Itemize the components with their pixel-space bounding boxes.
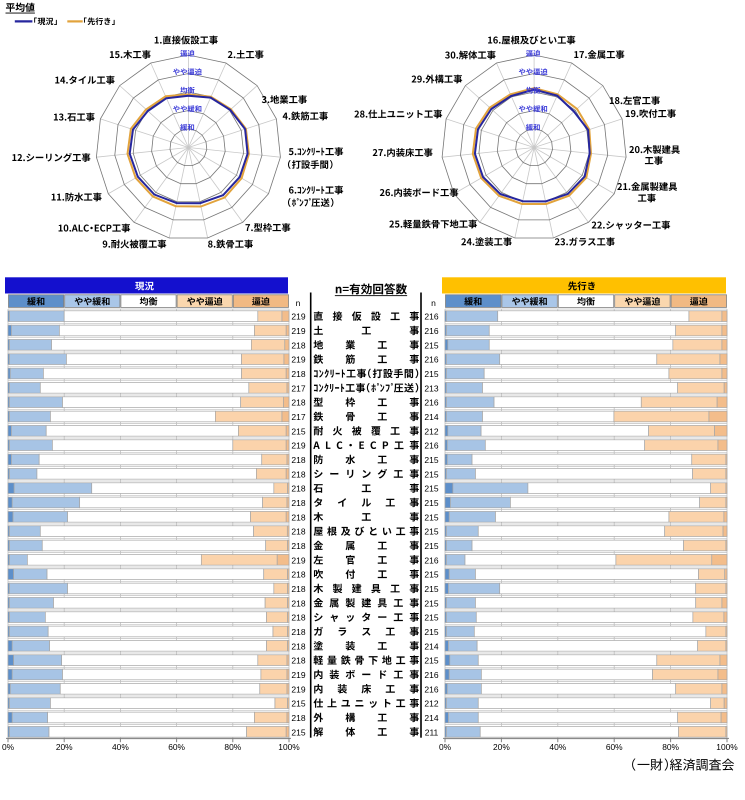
svg-text:212: 212 [424, 699, 438, 709]
svg-text:218: 218 [291, 584, 305, 594]
svg-text:212: 212 [424, 426, 438, 436]
svg-text:218: 218 [291, 498, 305, 508]
svg-text:218: 218 [291, 340, 305, 350]
svg-text:20%: 20% [493, 742, 510, 752]
svg-text:215: 215 [424, 613, 438, 623]
svg-text:216: 216 [424, 312, 438, 322]
svg-text:80%: 80% [662, 742, 679, 752]
svg-text:n: n [431, 298, 436, 308]
svg-text:0%: 0% [439, 742, 452, 752]
svg-text:80%: 80% [224, 742, 241, 752]
svg-text:214: 214 [424, 713, 438, 723]
svg-text:218: 218 [291, 713, 305, 723]
svg-text:218: 218 [291, 613, 305, 623]
svg-text:214: 214 [424, 641, 438, 651]
svg-text:218: 218 [291, 369, 305, 379]
svg-text:218: 218 [291, 598, 305, 608]
svg-text:218: 218 [291, 455, 305, 465]
svg-text:216: 216 [424, 355, 438, 365]
svg-text:219: 219 [291, 355, 305, 365]
svg-text:100%: 100% [278, 742, 300, 752]
svg-text:215: 215 [291, 727, 305, 737]
svg-text:219: 219 [291, 441, 305, 451]
svg-text:40%: 40% [549, 742, 566, 752]
svg-text:218: 218 [291, 570, 305, 580]
svg-text:215: 215 [424, 512, 438, 522]
svg-text:n: n [296, 298, 301, 308]
svg-text:216: 216 [424, 555, 438, 565]
svg-text:218: 218 [291, 484, 305, 494]
svg-text:216: 216 [424, 684, 438, 694]
svg-text:218: 218 [291, 656, 305, 666]
svg-text:215: 215 [424, 498, 438, 508]
svg-text:218: 218 [291, 641, 305, 651]
svg-text:213: 213 [424, 383, 438, 393]
svg-text:216: 216 [424, 398, 438, 408]
svg-text:217: 217 [291, 412, 305, 422]
svg-text:216: 216 [424, 441, 438, 451]
svg-text:214: 214 [424, 412, 438, 422]
svg-text:215: 215 [424, 541, 438, 551]
svg-text:215: 215 [424, 455, 438, 465]
svg-text:219: 219 [291, 326, 305, 336]
svg-text:215: 215 [424, 484, 438, 494]
svg-text:215: 215 [424, 469, 438, 479]
svg-text:215: 215 [424, 598, 438, 608]
svg-text:60%: 60% [606, 742, 623, 752]
svg-text:216: 216 [424, 670, 438, 680]
svg-text:40%: 40% [112, 742, 129, 752]
svg-text:215: 215 [291, 699, 305, 709]
svg-text:215: 215 [424, 570, 438, 580]
svg-text:215: 215 [424, 627, 438, 637]
svg-text:218: 218 [291, 541, 305, 551]
svg-text:20%: 20% [56, 742, 73, 752]
svg-text:0%: 0% [2, 742, 15, 752]
svg-text:215: 215 [424, 584, 438, 594]
svg-text:218: 218 [291, 469, 305, 479]
svg-text:215: 215 [424, 527, 438, 537]
svg-text:215: 215 [424, 340, 438, 350]
svg-text:215: 215 [291, 426, 305, 436]
svg-text:215: 215 [424, 656, 438, 666]
svg-text:217: 217 [291, 383, 305, 393]
svg-text:215: 215 [424, 369, 438, 379]
svg-text:218: 218 [291, 512, 305, 522]
svg-text:218: 218 [291, 398, 305, 408]
svg-text:216: 216 [424, 326, 438, 336]
svg-text:100%: 100% [716, 742, 738, 752]
svg-text:218: 218 [291, 527, 305, 537]
svg-text:219: 219 [291, 312, 305, 322]
svg-text:219: 219 [291, 670, 305, 680]
svg-text:211: 211 [425, 727, 439, 737]
svg-text:219: 219 [291, 555, 305, 565]
svg-text:219: 219 [291, 684, 305, 694]
svg-text:60%: 60% [168, 742, 185, 752]
svg-text:218: 218 [291, 627, 305, 637]
